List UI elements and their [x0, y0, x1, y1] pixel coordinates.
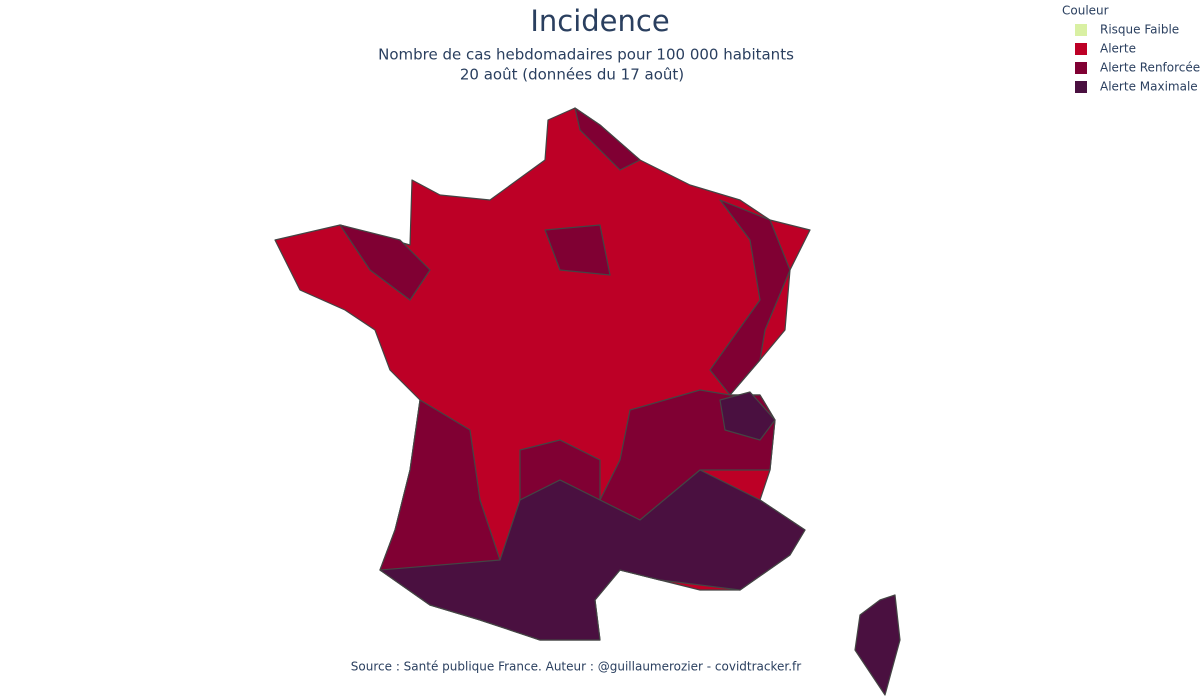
region	[854, 594, 901, 696]
legend-swatch	[1075, 81, 1087, 93]
region	[544, 224, 611, 276]
legend-label: Risque Faible	[1100, 23, 1179, 37]
legend-swatch	[1075, 43, 1087, 55]
subtitle: 20 août (données du 17 août)	[460, 66, 684, 84]
legend-swatch	[1075, 62, 1087, 74]
legend-title: Couleur	[1062, 4, 1109, 18]
legend: Risque Faible Alerte Alerte Renforcée Alert…	[1075, 23, 1200, 94]
legend-label: Alerte Maximale	[1100, 80, 1198, 94]
title: Incidence	[530, 4, 669, 38]
subtitle: Nombre de cas hebdomadaires pour 100 000…	[378, 46, 794, 64]
map	[274, 107, 901, 696]
region	[339, 224, 431, 301]
region	[719, 391, 776, 441]
legend-swatch	[1075, 24, 1087, 36]
region	[574, 107, 641, 171]
region	[709, 199, 791, 396]
legend-label: Alerte Renforcée	[1100, 61, 1200, 75]
source: Source : Santé publique France. Auteur :…	[351, 660, 801, 674]
region	[379, 469, 806, 641]
legend-label: Alerte	[1100, 42, 1136, 56]
